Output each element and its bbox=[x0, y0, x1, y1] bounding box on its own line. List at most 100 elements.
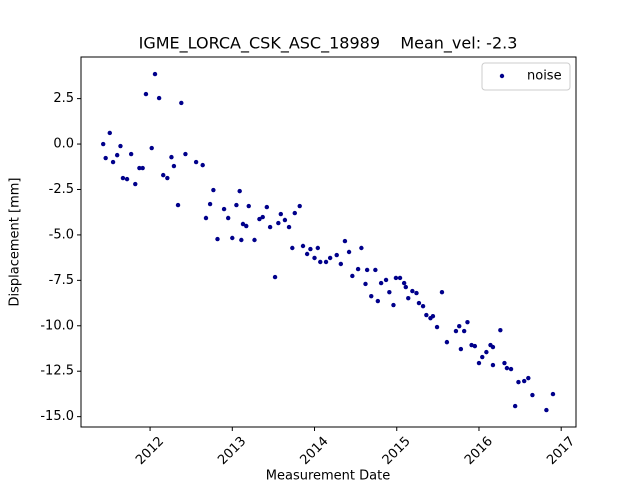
point bbox=[490, 362, 496, 368]
y-tick-label: 0.0 bbox=[53, 137, 74, 152]
point bbox=[101, 141, 106, 147]
point bbox=[391, 302, 396, 308]
point bbox=[215, 236, 220, 242]
point bbox=[143, 91, 149, 97]
point bbox=[504, 365, 510, 371]
point bbox=[327, 255, 333, 261]
point bbox=[375, 298, 381, 304]
point bbox=[252, 237, 257, 243]
point bbox=[183, 151, 188, 157]
legend-box bbox=[481, 62, 571, 91]
point bbox=[458, 346, 464, 352]
y-tick-label: -10.0 bbox=[40, 318, 74, 333]
point bbox=[416, 300, 422, 306]
point bbox=[334, 252, 339, 258]
point bbox=[544, 407, 549, 413]
point bbox=[453, 328, 459, 334]
point bbox=[312, 255, 317, 261]
point bbox=[304, 251, 310, 257]
point bbox=[508, 366, 514, 372]
point bbox=[169, 154, 174, 160]
point bbox=[373, 267, 378, 273]
point bbox=[165, 175, 170, 181]
point bbox=[149, 145, 154, 151]
y-axis-label: Displacement [mm] bbox=[8, 178, 23, 307]
point bbox=[133, 181, 138, 187]
point bbox=[530, 392, 535, 398]
point bbox=[434, 324, 440, 330]
point bbox=[512, 403, 518, 409]
point bbox=[355, 266, 361, 272]
point bbox=[203, 215, 209, 221]
point bbox=[526, 375, 531, 381]
plot-frame bbox=[80, 56, 577, 428]
point bbox=[403, 284, 408, 290]
point bbox=[318, 259, 323, 265]
y-tick-label: 2.5 bbox=[53, 91, 74, 106]
point bbox=[225, 215, 231, 221]
point bbox=[246, 203, 251, 209]
y-tick-label: -15.0 bbox=[40, 409, 74, 424]
point bbox=[292, 210, 297, 216]
point bbox=[480, 354, 485, 360]
point bbox=[350, 273, 355, 279]
point bbox=[257, 216, 262, 222]
point bbox=[272, 274, 278, 280]
point bbox=[267, 224, 273, 230]
point bbox=[420, 303, 426, 309]
point bbox=[193, 159, 199, 165]
point bbox=[323, 259, 329, 265]
point bbox=[359, 245, 364, 251]
point bbox=[140, 165, 145, 171]
point bbox=[211, 187, 216, 193]
point bbox=[516, 379, 521, 385]
point bbox=[315, 245, 321, 251]
point bbox=[430, 313, 436, 319]
point bbox=[161, 172, 166, 178]
point bbox=[240, 221, 246, 227]
point bbox=[107, 130, 112, 136]
y-tick-label: -12.5 bbox=[40, 364, 74, 379]
legend-label: noise bbox=[527, 69, 562, 84]
point bbox=[393, 275, 399, 281]
y-tick-label: -7.5 bbox=[49, 273, 74, 288]
point bbox=[363, 281, 368, 287]
x-axis-label: Measurement Date bbox=[266, 469, 390, 480]
point bbox=[137, 165, 142, 171]
point bbox=[237, 188, 242, 194]
point bbox=[457, 323, 462, 329]
point bbox=[378, 280, 384, 286]
point bbox=[221, 206, 227, 212]
point bbox=[120, 175, 126, 181]
point bbox=[490, 344, 496, 350]
point bbox=[308, 246, 313, 252]
point bbox=[118, 143, 123, 149]
point bbox=[338, 261, 344, 267]
point bbox=[439, 289, 445, 295]
point bbox=[276, 220, 281, 226]
point bbox=[502, 360, 507, 366]
point bbox=[461, 328, 467, 334]
point bbox=[207, 201, 213, 207]
point bbox=[550, 391, 556, 397]
point bbox=[244, 223, 249, 229]
point bbox=[472, 343, 478, 349]
point bbox=[282, 217, 288, 223]
point bbox=[476, 360, 482, 366]
point bbox=[103, 155, 108, 161]
point bbox=[424, 312, 429, 318]
point bbox=[406, 295, 411, 301]
point bbox=[369, 293, 374, 299]
point bbox=[387, 289, 392, 295]
point bbox=[179, 100, 184, 106]
point bbox=[342, 238, 348, 244]
point bbox=[521, 378, 527, 384]
point bbox=[498, 327, 503, 333]
point bbox=[286, 224, 292, 230]
y-tick-label: -5.0 bbox=[49, 227, 74, 242]
point bbox=[484, 349, 489, 355]
point bbox=[114, 152, 120, 158]
point bbox=[156, 95, 162, 101]
y-tick-label: -2.5 bbox=[49, 182, 74, 197]
